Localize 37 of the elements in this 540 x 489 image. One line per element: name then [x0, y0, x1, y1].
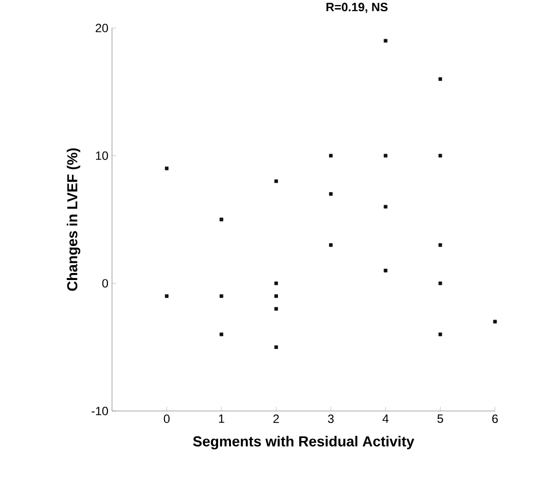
x-tick-label: 6 [492, 414, 498, 424]
x-tick-label: 5 [437, 414, 444, 423]
point [384, 204, 388, 209]
y-tick-label: -10 [92, 406, 108, 416]
point [384, 154, 388, 158]
point [329, 243, 333, 247]
x-tick-label: 3 [328, 414, 334, 424]
point [164, 166, 169, 170]
point [220, 294, 224, 298]
point [438, 77, 442, 81]
point [220, 218, 224, 222]
point [274, 294, 278, 298]
text: R=0.19, NS [326, 2, 388, 14]
point [274, 179, 278, 183]
point [164, 294, 169, 298]
x-tick-label: 2 [273, 414, 279, 423]
point [329, 192, 333, 196]
x-axis-title: Segments with Residual Activity [193, 436, 414, 450]
point [438, 332, 442, 336]
point [274, 307, 278, 311]
y-axis-title: Changes in LVEF (%) [66, 148, 80, 291]
y-tick-label: 0 [102, 279, 108, 288]
point [438, 243, 442, 247]
point [274, 282, 278, 286]
x-tick-label: 0 [164, 414, 170, 424]
point [493, 320, 497, 324]
y-tick-label: 10 [96, 151, 108, 160]
x-tick-label: 1 [219, 414, 224, 423]
point [274, 345, 278, 349]
x-tick-label: 4 [382, 414, 389, 423]
point [384, 38, 388, 43]
point [438, 282, 442, 286]
point [384, 268, 388, 272]
y-tick-label: 20 [96, 24, 108, 32]
point [329, 154, 333, 158]
point [220, 332, 224, 336]
point [438, 154, 442, 158]
